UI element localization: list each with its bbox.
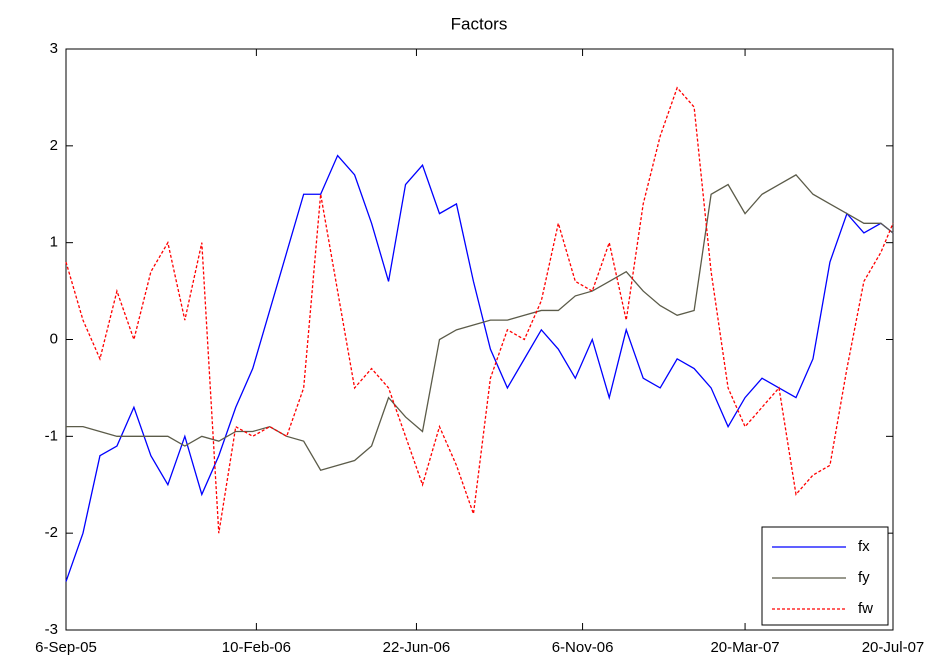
x-tick-label: 10-Feb-06 [222, 639, 291, 656]
y-tick-label: 1 [50, 234, 58, 251]
plot-area [65, 48, 894, 631]
chart-title: Factors [451, 14, 508, 33]
legend-label: fy [858, 569, 870, 586]
x-tick-label: 6-Sep-05 [35, 639, 97, 656]
x-tick-label: 22-Jun-06 [383, 639, 451, 656]
series-line [65, 86, 894, 534]
y-tick-label: -1 [45, 427, 58, 444]
x-tick-label: 20-Mar-07 [710, 639, 779, 656]
x-tick-label: 20-Jul-07 [862, 639, 925, 656]
x-tick-label: 6-Nov-06 [552, 639, 614, 656]
y-tick-label: -3 [45, 621, 58, 638]
y-tick-label: -2 [45, 524, 58, 541]
y-tick-label: 2 [50, 137, 58, 154]
series-line [66, 174, 894, 471]
y-tick-label: 0 [50, 330, 58, 347]
y-tick-label: 3 [50, 40, 58, 57]
legend-label: fw [858, 600, 873, 617]
legend-label: fx [858, 538, 870, 555]
series-line [65, 154, 894, 582]
